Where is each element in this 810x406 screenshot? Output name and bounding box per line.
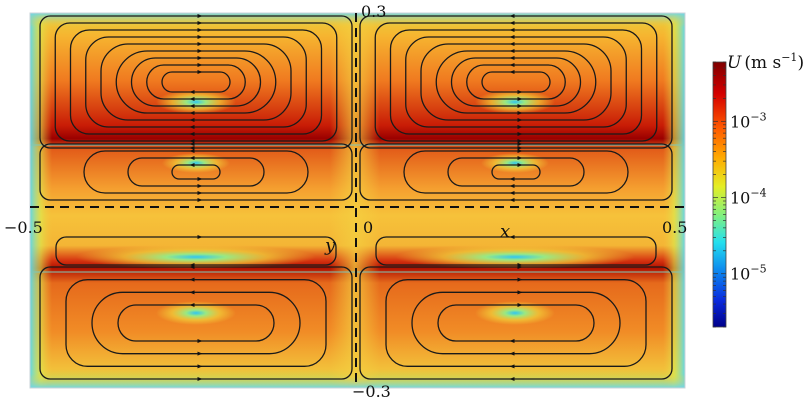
- y-axis-symbol: y: [324, 235, 336, 256]
- colorbar-tick-label: 10−5: [730, 263, 767, 284]
- field-edge-right: [663, 13, 685, 388]
- vortex-eye: [475, 90, 555, 114]
- x-axis-symbol: x: [500, 221, 510, 242]
- colorbar: U (m s−1) 10−3 10−4 10−5: [713, 51, 804, 327]
- x-origin-label: 0: [363, 218, 373, 237]
- colorbar-tick-label: 10−3: [730, 110, 767, 131]
- colorbar-title: U (m s−1): [727, 51, 804, 73]
- x-max-label: 0.5: [662, 218, 687, 237]
- vortex-eye: [156, 90, 236, 114]
- field-edge-top: [30, 13, 685, 27]
- y-min-label: −0.3: [352, 382, 391, 401]
- colorbar-gradient: [713, 62, 726, 327]
- x-min-label: −0.5: [4, 218, 43, 237]
- y-max-label: 0.3: [361, 2, 386, 21]
- vortex-eye: [481, 153, 549, 173]
- colorbar-tick-label: 10−4: [730, 187, 767, 208]
